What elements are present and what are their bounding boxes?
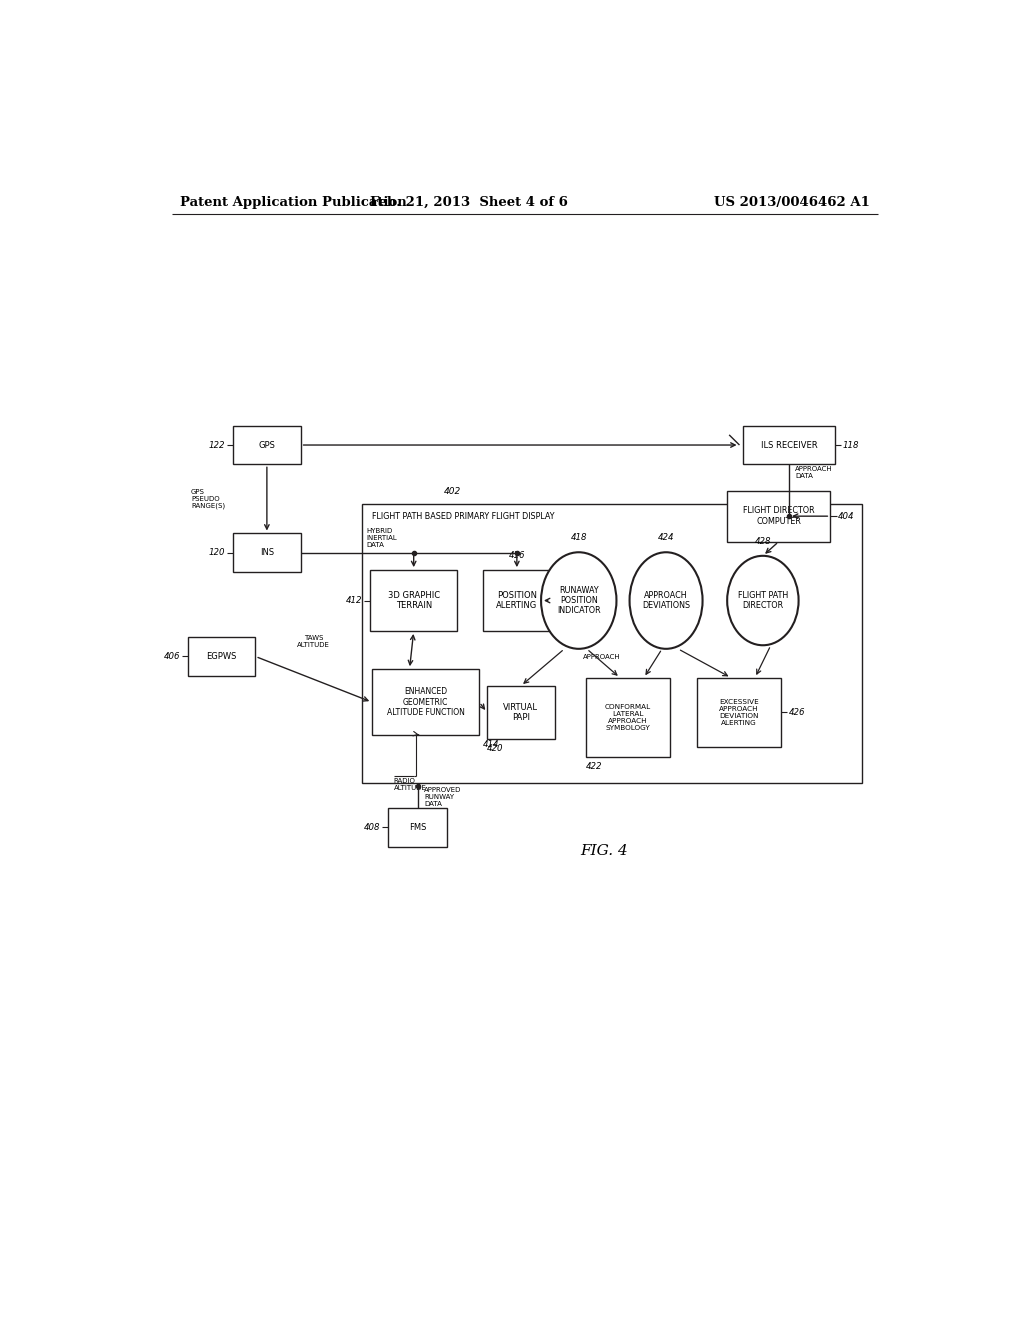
Text: FMS: FMS	[409, 822, 426, 832]
Text: POSITION
ALERTING: POSITION ALERTING	[497, 591, 538, 610]
Text: 422: 422	[587, 762, 603, 771]
Text: FIG. 4: FIG. 4	[581, 845, 628, 858]
Text: TAWS
ALTITUDE: TAWS ALTITUDE	[297, 635, 330, 648]
Text: CONFORMAL
LATERAL
APPROACH
SYMBOLOGY: CONFORMAL LATERAL APPROACH SYMBOLOGY	[605, 704, 651, 731]
Text: 404: 404	[839, 512, 855, 520]
Text: 414: 414	[483, 741, 500, 750]
Text: HYBRID
INERTIAL
DATA: HYBRID INERTIAL DATA	[367, 528, 397, 548]
Text: APPROVED
RUNWAY
DATA: APPROVED RUNWAY DATA	[424, 787, 462, 807]
Text: APPROACH
DATA: APPROACH DATA	[796, 466, 834, 479]
Text: FLIGHT PATH
DIRECTOR: FLIGHT PATH DIRECTOR	[737, 591, 788, 610]
Text: FLIGHT PATH BASED PRIMARY FLIGHT DISPLAY: FLIGHT PATH BASED PRIMARY FLIGHT DISPLAY	[372, 512, 554, 521]
Text: 118: 118	[843, 441, 859, 450]
Text: VIRTUAL
PAPI: VIRTUAL PAPI	[504, 702, 539, 722]
Text: FLIGHT DIRECTOR
COMPUTER: FLIGHT DIRECTOR COMPUTER	[743, 507, 814, 525]
Text: 416: 416	[509, 550, 525, 560]
Bar	[372, 669, 479, 735]
Text: 424: 424	[657, 533, 675, 543]
Bar	[697, 677, 780, 747]
Text: ENHANCED
GEOMETRIC
ALTITUDE FUNCTION: ENHANCED GEOMETRIC ALTITUDE FUNCTION	[387, 688, 465, 717]
Text: 120: 120	[209, 548, 225, 557]
Bar	[487, 686, 555, 739]
Bar	[388, 808, 447, 846]
Bar	[188, 638, 255, 676]
Text: GPS: GPS	[258, 441, 275, 450]
Text: EXCESSIVE
APPROACH
DEVIATION
ALERTING: EXCESSIVE APPROACH DEVIATION ALERTING	[719, 698, 759, 726]
Text: EGPWS: EGPWS	[207, 652, 237, 661]
Text: 408: 408	[364, 822, 380, 832]
Text: GPS
PSEUDO
RANGE(S): GPS PSEUDO RANGE(S)	[191, 488, 225, 510]
Text: 420: 420	[487, 744, 504, 752]
Text: RUNAWAY
POSITION
INDICATOR: RUNAWAY POSITION INDICATOR	[557, 586, 601, 615]
Text: Feb. 21, 2013  Sheet 4 of 6: Feb. 21, 2013 Sheet 4 of 6	[371, 195, 568, 209]
Bar	[727, 491, 830, 541]
Ellipse shape	[727, 556, 799, 645]
Bar	[233, 533, 301, 572]
Text: 122: 122	[209, 441, 225, 450]
Text: 3D GRAPHIC
TERRAIN: 3D GRAPHIC TERRAIN	[388, 591, 439, 610]
Text: RADIO
ALTITUDE: RADIO ALTITUDE	[394, 777, 427, 791]
Text: 428: 428	[755, 537, 771, 545]
Text: INS: INS	[260, 548, 274, 557]
Bar	[233, 426, 301, 465]
Text: Patent Application Publication: Patent Application Publication	[179, 195, 407, 209]
Text: US 2013/0046462 A1: US 2013/0046462 A1	[714, 195, 870, 209]
Bar	[362, 504, 862, 784]
Text: 426: 426	[788, 708, 805, 717]
Bar	[370, 570, 458, 631]
Text: APPROACH
DEVIATIONS: APPROACH DEVIATIONS	[642, 591, 690, 610]
Text: 406: 406	[164, 652, 180, 661]
Text: APPROACH: APPROACH	[583, 653, 621, 660]
Bar	[587, 677, 670, 758]
Text: ILS RECEIVER: ILS RECEIVER	[761, 441, 817, 450]
Bar	[483, 570, 551, 631]
Ellipse shape	[541, 552, 616, 649]
Text: 418: 418	[570, 533, 587, 543]
Bar	[743, 426, 835, 465]
Text: 402: 402	[443, 487, 461, 496]
Ellipse shape	[630, 552, 702, 649]
Text: 412: 412	[346, 597, 362, 605]
